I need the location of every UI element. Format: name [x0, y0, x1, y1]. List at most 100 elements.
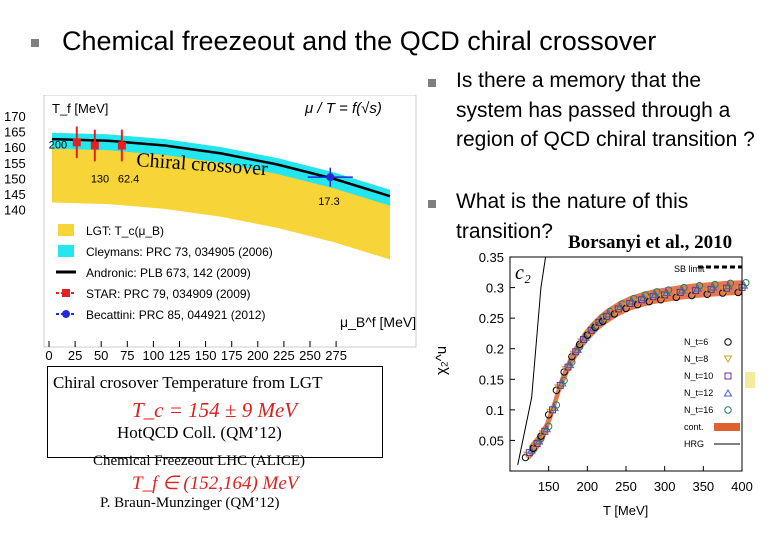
data-marker — [726, 279, 735, 287]
legend-label: Cleymans: PRC 73, 034905 (2006) — [86, 245, 273, 259]
star-point — [90, 141, 99, 150]
star-point-label: 200 — [49, 139, 67, 151]
data-marker — [544, 422, 553, 431]
data-marker — [573, 345, 583, 353]
x-tick-label: 250 — [299, 348, 321, 363]
sb-limit-label: SB limit — [674, 264, 705, 274]
data-marker — [673, 291, 683, 299]
legend-label: LGT: T_c(μ_B) — [86, 224, 164, 238]
data-marker — [588, 323, 598, 332]
data-marker — [581, 333, 590, 341]
legend-label: N_t=10 — [684, 371, 713, 381]
x-axis-label: T [MeV] — [603, 503, 648, 518]
legend-label: STAR: PRC 79, 034909 (2009) — [86, 287, 251, 301]
legend-marker — [724, 338, 732, 346]
data-marker — [720, 287, 729, 295]
data-marker — [537, 434, 545, 443]
data-marker — [742, 278, 750, 287]
lgt-caption: Chiral crosover Temperature from LGT — [53, 373, 323, 392]
star-point — [117, 141, 126, 150]
data-marker — [708, 282, 718, 291]
data-marker — [627, 297, 637, 305]
x-tick-label: 75 — [120, 348, 134, 363]
data-marker — [604, 309, 613, 318]
y-axis-label: T_f [MeV] — [52, 101, 108, 116]
data-marker — [724, 281, 733, 290]
x-tick-label: 350 — [692, 479, 714, 494]
braun-caption: P. Braun-Munzinger (QM’12) — [100, 495, 280, 511]
legend-swatch — [58, 245, 74, 257]
bullet-icon — [428, 200, 436, 208]
becattini-point — [326, 173, 335, 182]
data-marker — [553, 384, 563, 392]
data-marker — [639, 293, 648, 301]
star-point — [72, 138, 81, 147]
yellow-marker — [745, 372, 755, 388]
data-marker — [592, 321, 602, 329]
data-marker — [611, 307, 621, 316]
legend-swatch — [714, 423, 740, 431]
tc-formula: T_c = 154 ± 9 MeV — [132, 398, 298, 422]
data-marker — [635, 298, 644, 307]
bullet-memory-question: Is there a memory that the system has pa… — [456, 69, 755, 151]
data-marker — [630, 294, 638, 303]
data-marker — [596, 315, 606, 324]
slide-title: Chemical freezeout and the QCD chiral cr… — [62, 26, 657, 56]
data-marker — [653, 288, 661, 296]
lgt-caption-box — [47, 366, 383, 458]
legend-marker — [723, 389, 733, 397]
data-marker — [534, 437, 544, 445]
data-marker — [711, 280, 719, 289]
legend-label: HRG — [684, 439, 704, 449]
data-marker — [542, 424, 552, 433]
x-tick-label: 400 — [731, 479, 753, 494]
y-tick-label: 160 — [4, 140, 26, 155]
legend-label: N_t=8 — [684, 354, 708, 364]
y-tick-label: 0.35 — [479, 250, 504, 265]
x-tick-label: 200 — [247, 348, 269, 363]
y-tick-label: 155 — [4, 156, 26, 171]
credit-borsanyi: Borsanyi et al., 2010 — [568, 232, 733, 253]
hrg-line — [517, 256, 547, 465]
tf-formula: T_f ∈ (152,164) MeV — [132, 473, 299, 494]
x-tick-label: 200 — [576, 479, 598, 494]
x-tick-label: 300 — [654, 479, 676, 494]
y-tick-label: 165 — [4, 125, 26, 140]
data-marker — [584, 329, 594, 337]
legend-label: N_t=12 — [684, 388, 713, 398]
data-marker — [615, 302, 625, 311]
data-marker — [526, 446, 536, 454]
susceptibility-chart: 0.35 0.3 0.25 0.2 0.15 0.1 0.05 150 200 250 300 350… — [433, 250, 753, 518]
legend-marker — [62, 289, 70, 297]
data-marker — [693, 284, 702, 292]
title-bullet-icon — [31, 39, 39, 47]
x-tick-label: 125 — [169, 348, 191, 363]
y-tick-label: 150 — [4, 171, 26, 186]
data-marker — [664, 286, 673, 294]
data-marker — [568, 358, 576, 366]
legend-swatch — [58, 224, 74, 236]
y-tick-label: 0.05 — [479, 433, 504, 448]
y-tick-label: 0.25 — [479, 311, 504, 326]
y-tick-label: 145 — [4, 187, 26, 202]
legend-marker — [724, 406, 732, 414]
x-tick-label: 225 — [273, 348, 295, 363]
data-marker — [662, 288, 671, 296]
data-marker — [695, 282, 704, 290]
data-marker — [569, 350, 579, 359]
bullet-nature-question: What is the nature of this transition? — [456, 190, 689, 243]
x-tick-label: 150 — [538, 479, 560, 494]
panel-label: c₂ — [515, 262, 531, 284]
data-marker — [680, 283, 688, 292]
x-tick-label: 0 — [45, 348, 52, 363]
data-marker — [646, 295, 656, 304]
y-tick-label: 0.3 — [486, 281, 504, 296]
data-marker — [600, 315, 610, 323]
x-axis-label: μ_B^f [MeV] — [340, 314, 416, 330]
legend-marker — [723, 355, 733, 363]
legend-label: Becattini: PRC 85, 044921 (2012) — [86, 308, 265, 322]
data-marker — [577, 338, 586, 346]
data-marker — [561, 366, 571, 374]
freezeout-caption: Chemical Freezeout LHC (ALICE) — [93, 453, 306, 469]
